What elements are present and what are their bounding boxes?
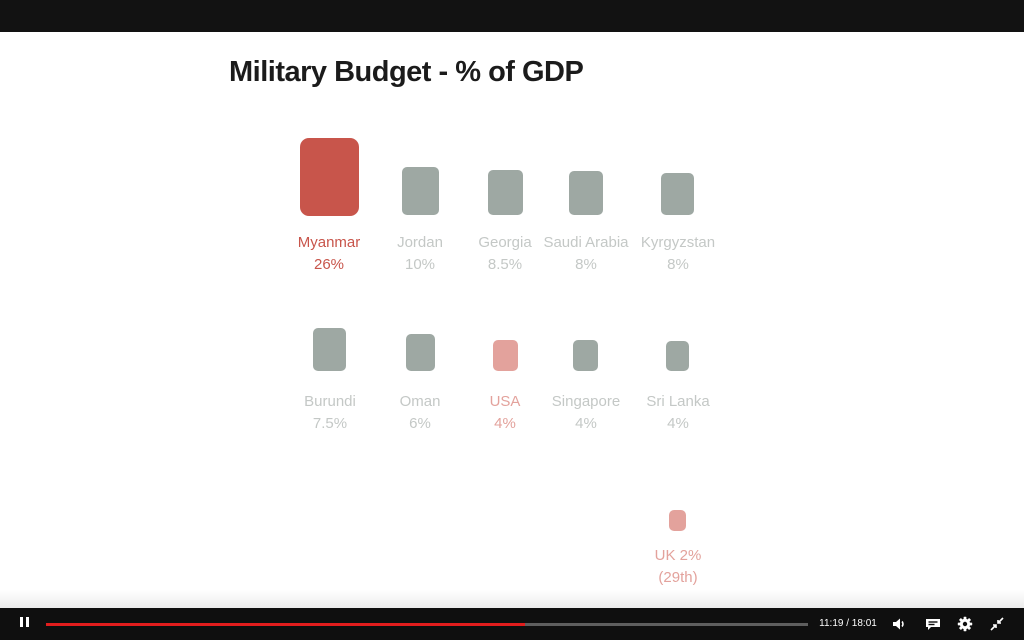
pause-icon-bar <box>26 617 29 627</box>
chart-mark-oman <box>406 334 435 371</box>
chart-mark-kyrgyzstan <box>661 173 694 215</box>
progress-played <box>46 623 525 626</box>
time-display: 11:19 / 18:01 <box>819 618 877 629</box>
chart-mark-uk <box>669 510 686 531</box>
settings-button[interactable] <box>953 612 977 636</box>
chart-label-usa: USA 4% <box>489 393 521 432</box>
chart-label-georgia: Georgia 8.5% <box>478 234 532 273</box>
chart-mark-saudi-arabia <box>569 171 603 215</box>
chart-label-oman: Oman 6% <box>399 393 441 432</box>
volume-button[interactable] <box>887 612 911 636</box>
chart-mark-singapore <box>573 340 598 371</box>
chart-label-myanmar: Myanmar 26% <box>297 234 361 273</box>
chart-label-jordan: Jordan 10% <box>397 234 443 273</box>
slide-title: Military Budget - % of GDP <box>229 56 584 88</box>
pause-button[interactable] <box>14 613 36 635</box>
chart-label-burundi: Burundi 7.5% <box>304 393 356 432</box>
captions-button[interactable] <box>921 612 945 636</box>
chart-label-singapore: Singapore 4% <box>551 393 621 432</box>
video-frame[interactable]: Military Budget - % of GDP Myanmar 26% Jo… <box>0 32 1024 598</box>
chart-mark-usa <box>493 340 518 371</box>
controls-gradient <box>0 590 1024 608</box>
progress-bar[interactable] <box>46 619 808 631</box>
chart-label-sri-lanka: Sri Lanka 4% <box>646 393 710 432</box>
gear-icon <box>957 616 973 632</box>
chart-label-kyrgyzstan: Kyrgyzstan 8% <box>640 234 716 273</box>
video-top-bar <box>0 0 1024 32</box>
volume-icon <box>893 618 904 630</box>
exit-fullscreen-icon <box>990 617 1004 631</box>
chart-mark-georgia <box>488 170 523 215</box>
exit-fullscreen-button[interactable] <box>985 612 1009 636</box>
captions-icon <box>926 619 940 630</box>
chart-label-uk: UK 2% (29th) <box>654 547 702 586</box>
chart-label-saudi-arabia: Saudi Arabia 8% <box>543 234 629 273</box>
chart-mark-myanmar <box>300 138 359 216</box>
chart-mark-jordan <box>402 167 439 215</box>
chart-mark-sri-lanka <box>666 341 689 371</box>
pause-icon <box>20 617 23 627</box>
chart-mark-burundi <box>313 328 346 371</box>
player-controls: 11:19 / 18:01 <box>0 608 1024 640</box>
